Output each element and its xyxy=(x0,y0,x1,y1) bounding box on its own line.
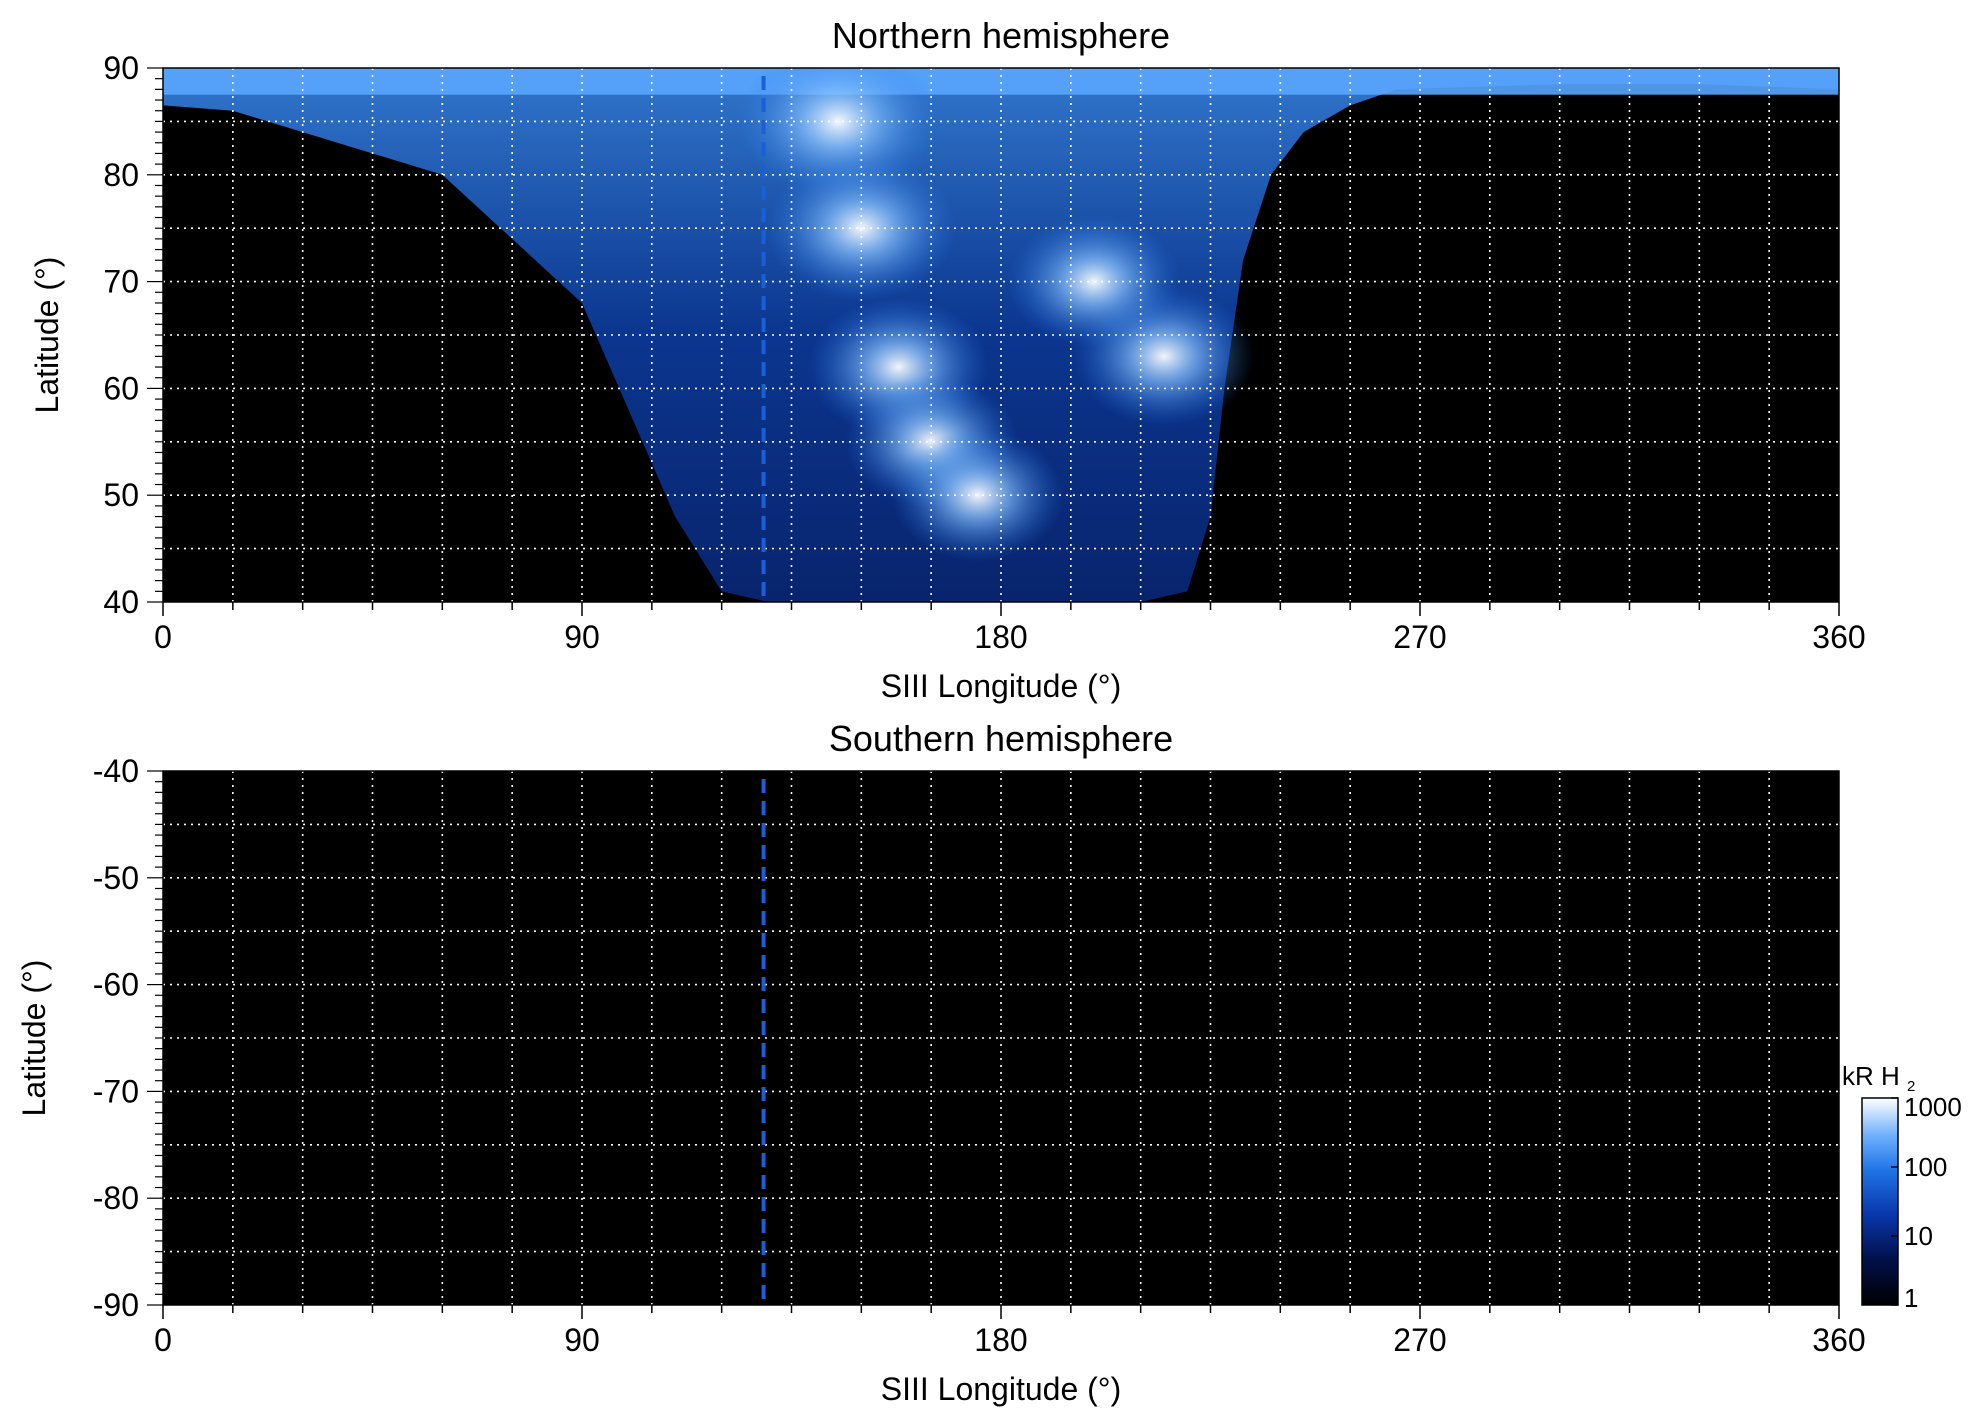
northern-y-axis-label: Latitude (°) xyxy=(29,257,65,414)
x-tick-label: 360 xyxy=(1812,619,1865,655)
bright-feature xyxy=(891,428,1065,562)
y-tick-label: 60 xyxy=(103,370,139,406)
x-tick-label: 180 xyxy=(974,619,1027,655)
y-tick-label: 70 xyxy=(103,264,139,300)
northern-x-axis: 0 90 180 270 360 xyxy=(154,602,1866,655)
x-tick-label: 360 xyxy=(1812,1322,1865,1358)
colorbar-label: kR H 2 xyxy=(1842,1061,1915,1095)
northern-grid xyxy=(163,68,1839,602)
x-tick-label: 270 xyxy=(1393,1322,1446,1358)
y-tick-label: 50 xyxy=(103,477,139,513)
x-tick-label: 270 xyxy=(1393,619,1446,655)
colorbar-gradient xyxy=(1861,1097,1899,1306)
colorbar-tick-label: 100 xyxy=(1904,1152,1947,1182)
colorbar-label-main: kR H xyxy=(1842,1061,1900,1091)
x-tick-label: 0 xyxy=(154,1322,172,1358)
colorbar-tick-label: 1000 xyxy=(1904,1092,1962,1122)
northern-title: Northern hemisphere xyxy=(832,15,1170,56)
x-tick-label: 90 xyxy=(564,619,600,655)
y-tick-label: -80 xyxy=(93,1180,139,1216)
southern-y-axis-label: Latitude (°) xyxy=(16,960,52,1117)
southern-x-axis-label: SIII Longitude (°) xyxy=(881,1371,1121,1407)
y-tick-label: 90 xyxy=(103,50,139,86)
x-tick-label: 180 xyxy=(974,1322,1027,1358)
y-tick-label: -90 xyxy=(93,1287,139,1323)
y-tick-label: -50 xyxy=(93,860,139,896)
southern-panel: Southern hemisphere 0 90 180 270 360 -40-50-… xyxy=(16,718,1866,1407)
y-tick-label: -60 xyxy=(93,967,139,1003)
southern-grid xyxy=(163,771,1839,1305)
y-tick-label: 80 xyxy=(103,157,139,193)
colorbar: kR H 2 1 10 100 1000 xyxy=(1842,1061,1962,1313)
colorbar-tick-label: 10 xyxy=(1904,1221,1933,1251)
bright-feature xyxy=(765,154,957,302)
colorbar-ticks: 1 10 100 1000 xyxy=(1891,1092,1962,1313)
colorbar-tick-label: 1 xyxy=(1904,1283,1918,1313)
northern-panel: Northern hemisphere 0 90 180 270 360 40 50 60 7… xyxy=(29,15,1866,704)
southern-x-axis: 0 90 180 270 360 xyxy=(154,1305,1866,1358)
southern-title: Southern hemisphere xyxy=(829,718,1173,759)
x-tick-label: 90 xyxy=(564,1322,600,1358)
y-tick-label: 40 xyxy=(103,584,139,620)
x-tick-label: 0 xyxy=(154,619,172,655)
y-tick-label: -40 xyxy=(93,753,139,789)
y-tick-label: -70 xyxy=(93,1073,139,1109)
northern-y-axis: 40 50 60 70 80 90 xyxy=(103,50,163,620)
colorbar-label-subscript: 2 xyxy=(1907,1078,1915,1095)
southern-y-axis: -40 -50 -60 -70 -80 -90 xyxy=(93,753,163,1323)
northern-x-axis-label: SIII Longitude (°) xyxy=(881,668,1121,704)
